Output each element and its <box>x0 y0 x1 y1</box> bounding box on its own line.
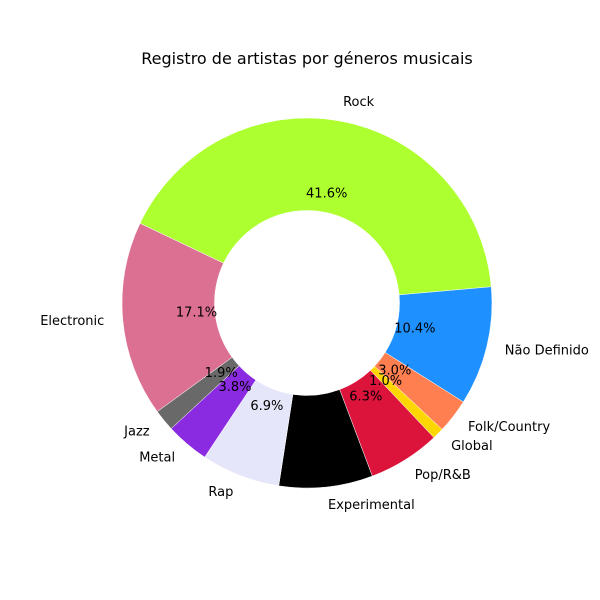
category-label-experimental: Experimental <box>328 498 415 513</box>
percent-label-metal: 3.8% <box>218 380 251 395</box>
category-label-rap: Rap <box>208 485 233 500</box>
chart-title: Registro de artistas por géneros musicai… <box>141 49 473 68</box>
category-label-group: Rock Não Definido Folk/Country Global Pop/R&… <box>40 95 589 513</box>
percent-label-global: 1.0% <box>369 374 402 389</box>
category-label-jazz: Jazz <box>123 425 150 440</box>
category-label-electronic: Electronic <box>40 314 104 329</box>
percent-label-electronic: 17.1% <box>176 306 217 321</box>
slice-group <box>121 117 493 489</box>
slice-electronic <box>121 223 233 412</box>
percent-label-folk-country: 3.0% <box>378 363 411 378</box>
percent-label-n-o-definido: 10.4% <box>394 322 435 337</box>
category-label-n-o-definido: Não Definido <box>505 344 589 359</box>
percent-label-jazz: 1.9% <box>205 366 238 381</box>
slice-rock <box>139 117 492 296</box>
category-label-rock: Rock <box>343 95 375 110</box>
category-label-pop-r-b: Pop/R&B <box>415 468 471 483</box>
category-label-global: Global <box>451 439 492 454</box>
category-label-folk-country: Folk/Country <box>468 420 550 435</box>
percent-label-rap: 6.9% <box>250 399 283 414</box>
category-label-metal: Metal <box>139 450 175 465</box>
percent-label-rock: 41.6% <box>306 186 347 201</box>
percent-label-group: 41.6% 10.4% 3.0%1.0%6.3% 6.9% 3.8%1.9% 17.1% <box>176 186 436 414</box>
percent-label-pop-r-b: 6.3% <box>349 390 382 405</box>
